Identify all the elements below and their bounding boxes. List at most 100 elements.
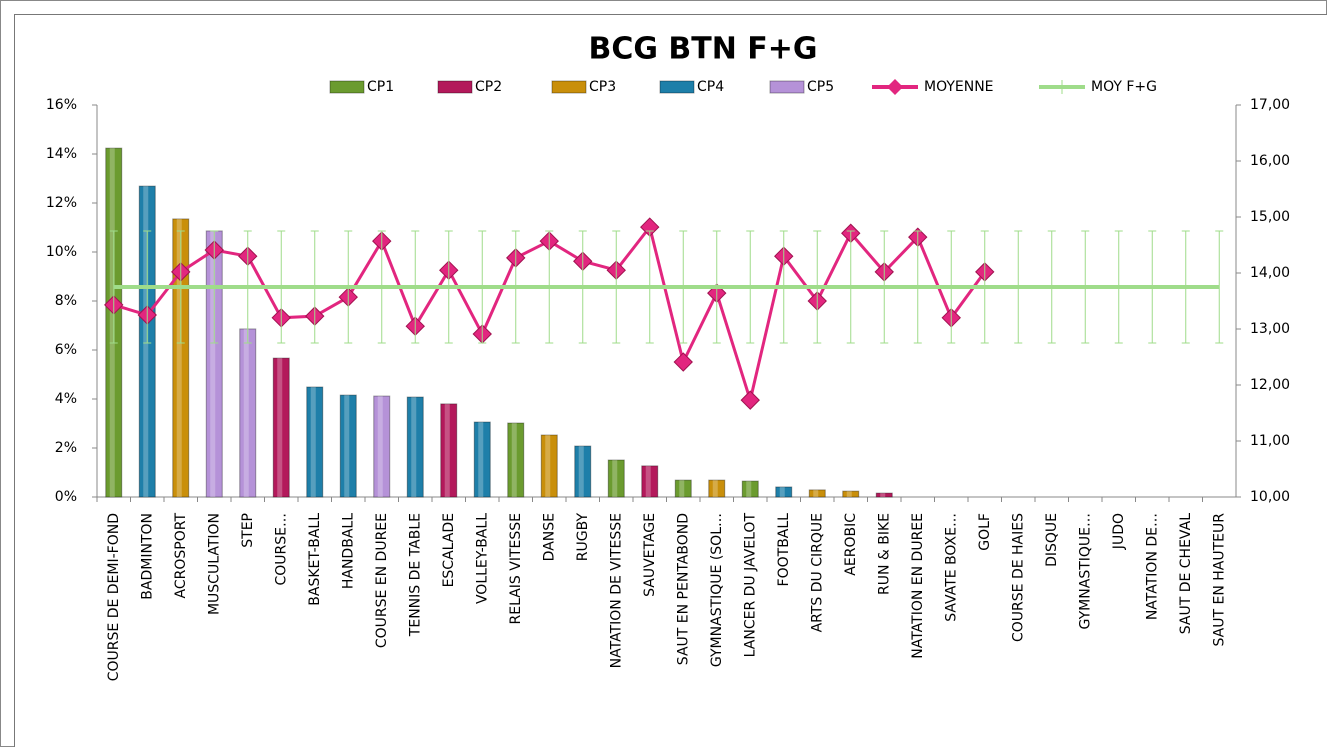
y2-tick-label: 13,00 [1250,321,1290,337]
legend-swatch [769,80,805,94]
bar-shine [746,481,752,497]
x-tick-label: DISQUE [1044,513,1060,567]
x-tick-label: NATATION DE VITESSE [608,513,624,668]
bar-shine [846,491,852,497]
x-tick-label: GOLF [977,513,993,551]
bar-shine [612,460,618,497]
bar-shine [545,435,551,497]
bar-shine [578,446,584,497]
marker [740,390,760,410]
bar [674,479,692,498]
x-tick-label: HANDBALL [340,513,356,589]
y-tick-label: 16% [46,97,77,113]
bar-shine [444,403,450,497]
bar-shine [109,148,115,497]
x-tick-label: RELAIS VITESSE [508,513,524,624]
bar-shine [645,465,651,497]
bar [808,489,826,498]
bar-shine [344,395,350,497]
x-tick-label: ARTS DU CIRQUE [809,513,825,632]
x-tick-label: NATATION DE… [1144,513,1160,620]
bar-shine [210,230,216,497]
bar [373,395,391,498]
bar-shine [176,218,182,498]
legend-label: CP2 [475,79,502,95]
legend-swatch [659,80,695,94]
y2-tick-label: 10,00 [1250,489,1290,505]
bar-shine [377,396,383,497]
bar [741,480,759,498]
chart-area [14,14,1327,747]
y-tick-label: 10% [46,244,77,260]
bar [339,394,357,498]
x-tick-label: ACROSPORT [173,513,189,599]
bar [473,421,491,498]
x-tick-label: GYMNASTIQUE… [1077,513,1093,630]
y-tick-label: 12% [46,195,77,211]
x-tick-label: SAVATE BOXE… [943,513,959,622]
x-tick-label: BADMINTON [139,513,155,600]
bar [574,445,592,498]
x-tick-label: SAUT EN PENTABOND [675,513,691,665]
bar [607,459,625,498]
y2-tick-label: 17,00 [1250,97,1290,113]
bar [540,434,558,498]
bar-shine [277,358,283,497]
x-tick-label: TENNIS DE TABLE [407,513,423,637]
bar-shine [712,480,718,497]
bar [440,403,458,498]
x-tick-label: DANSE [541,513,557,561]
bar-shine [679,480,685,497]
bar-shine [880,493,886,497]
x-tick-label: COURSE… [273,513,289,586]
x-tick-label: JUDO [1111,513,1127,550]
legend-marker [887,79,903,95]
x-tick-label: COURSE DE DEMI-FOND [106,513,122,681]
x-tick-label: NATATION EN DUREE [910,513,926,659]
y2-tick-label: 12,00 [1250,377,1290,393]
x-tick-label: COURSE EN DUREE [374,513,390,648]
bar [842,490,860,498]
legend-label: CP1 [367,79,394,95]
legend-label: MOYENNE [924,79,994,95]
legend-swatch [551,80,587,94]
y2-tick-label: 15,00 [1250,209,1290,225]
x-tick-label: LANCER DU JAVELOT [742,513,758,658]
x-tick-label: VOLLEY-BALL [474,513,490,604]
x-tick-label: STEP [240,513,256,548]
y2-tick-label: 14,00 [1250,265,1290,281]
x-tick-label: COURSE DE HAIES [1010,513,1026,642]
x-tick-label: AEROBIC [843,513,859,576]
legend-label: CP4 [697,79,724,95]
y-tick-label: 2% [55,440,77,456]
bar-shine [511,423,517,497]
y2-tick-label: 11,00 [1250,433,1290,449]
y-tick-label: 6% [55,342,77,358]
legend-label: CP3 [589,79,616,95]
bar-shine [143,186,149,497]
bar [775,486,793,498]
x-tick-label: MUSCULATION [206,513,222,615]
x-tick-label: BASKET-BALL [307,513,323,606]
bar [507,422,525,498]
legend-swatch [329,80,365,94]
x-tick-label: SAUVETAGE [642,513,658,597]
y-tick-label: 0% [55,489,77,505]
bar-shine [779,486,785,497]
bar-shine [310,386,316,497]
x-tick-label: RUGBY [575,513,591,562]
bar [306,386,324,498]
bar [641,465,659,498]
chart-title: BCG BTN F+G [588,32,817,67]
y-tick-label: 4% [55,391,77,407]
x-tick-label: FOOTBALL [776,513,792,587]
x-tick-label: GYMNASTIQUE (SOL… [709,513,725,667]
marker [673,352,693,372]
x-tick-label: RUN & BIKE [876,513,892,595]
bar [406,396,424,498]
x-tick-label: SAUT EN HAUTEUR [1211,513,1227,647]
bar-shine [411,397,417,497]
bar [272,357,290,498]
y-tick-label: 8% [55,293,77,309]
